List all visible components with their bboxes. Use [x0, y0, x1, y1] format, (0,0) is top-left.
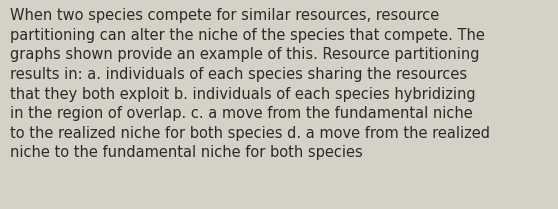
Text: When two species compete for similar resources, resource
partitioning can alter : When two species compete for similar res… [10, 8, 490, 160]
